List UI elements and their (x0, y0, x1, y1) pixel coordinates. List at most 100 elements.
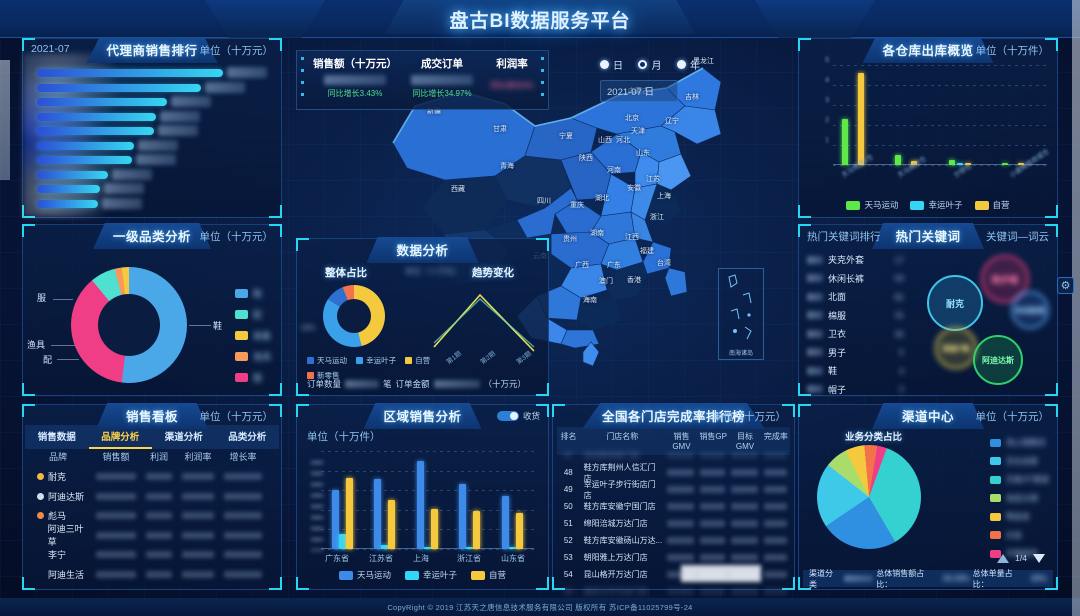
table-row[interactable]: 阿迪三叶草 (25, 524, 279, 547)
date-input[interactable]: 2021-07 日 (600, 80, 678, 102)
table-row[interactable]: 阿迪生活 (25, 565, 279, 584)
region-gridline (321, 451, 534, 452)
region-gridline (321, 529, 534, 531)
keyword-name: 鞋 (828, 366, 838, 376)
board-tab-销售数据[interactable]: 销售数据 (37, 432, 76, 443)
agent-bar-row (37, 183, 145, 194)
warehouse-axis (833, 164, 1047, 165)
category-legend-item[interactable]: 配 (235, 308, 271, 321)
channel-legend-item[interactable]: 文娱JIT渠道 (989, 474, 1049, 485)
store-metric-cell (761, 452, 790, 459)
channel-legend-item[interactable]: 淘宝分销 (989, 493, 1049, 504)
pager-down-icon[interactable] (1033, 553, 1045, 563)
prov-hainan: 海南 (583, 297, 597, 304)
store-metric-cell (697, 520, 727, 527)
table-row[interactable]: 53 朝阳雅上万达门店 (557, 549, 790, 566)
board-value-cell (141, 531, 177, 539)
keyword-row[interactable]: 棉服 31 (807, 309, 919, 322)
table-row[interactable]: 52 鞋方库安徽砀山万达... (557, 532, 790, 549)
channel-legend-item[interactable]: 抖音 (989, 530, 1049, 541)
table-row[interactable]: 47 苏州新世界门店 (557, 447, 790, 464)
category-legend-item[interactable]: 装备 (235, 329, 271, 342)
store-metric-cell (697, 588, 727, 595)
radio-year[interactable]: 年 (676, 57, 700, 72)
store-rank-cell: 54 (563, 570, 573, 579)
keyword-row[interactable]: 北面 81 (807, 290, 919, 303)
radio-day[interactable]: 日 (600, 57, 623, 72)
category-legend-item[interactable]: 鞋 (235, 287, 271, 300)
channel-legend-item[interactable]: 海上旗舰店 (989, 437, 1049, 448)
keyword-rank-badge (807, 311, 823, 319)
store-column-header: 销售GMV (672, 432, 691, 451)
table-row[interactable]: 49 幸运叶子步行街店门店 (557, 480, 790, 500)
kpi-summary-card: 销售额（十万元） 同比增长3.43% 成交订单 同比增长34.97% 利润率 同… (296, 50, 549, 110)
keyword-count: 4 (899, 365, 904, 376)
table-row[interactable]: 耐克 (25, 467, 279, 486)
channel-legend-item[interactable]: 京东自营 (989, 456, 1049, 467)
table-row[interactable]: 55 南京江宁万达门店 (557, 583, 790, 600)
category-legend-item[interactable]: 服 (235, 371, 271, 384)
category-legend-label: 服 (253, 373, 263, 383)
table-row[interactable]: 51 绵阳涪城万达门店 (557, 515, 790, 532)
channel-pager[interactable]: 1/4 (997, 553, 1045, 563)
store-column-header: 销售GP (699, 432, 727, 441)
donut-pct-label: 28% (301, 325, 316, 332)
board-value-cell (219, 492, 267, 500)
table-row[interactable]: 48 鞋方库荆州人信汇门店 (557, 463, 790, 483)
store-column-header: 排名 (560, 432, 577, 441)
channel-legend-item[interactable]: 天猫超市 (989, 548, 1049, 559)
board-tab-品牌分析[interactable]: 品牌分析 (88, 425, 152, 449)
keyword-cloud-subtitle: 关键词—词云 (986, 231, 1049, 243)
prov-chongqing: 重庆 (570, 202, 584, 209)
radio-month[interactable]: 月 (638, 57, 661, 72)
keyword-row[interactable]: 帽子 2 (807, 383, 919, 396)
store-metric-cell (761, 537, 790, 544)
agent-bar (37, 156, 132, 164)
category-legend-item[interactable]: 渔具 (235, 350, 271, 363)
region-bar (374, 479, 382, 549)
store-metric-cell (697, 503, 727, 510)
prov-liaoning: 辽宁 (665, 118, 679, 125)
agent-bar (37, 112, 157, 121)
table-row[interactable]: 50 鞋方库安徽宁国门店 (557, 498, 790, 515)
board-tab-品类分析[interactable]: 品类分析 (228, 432, 267, 443)
agent-bar (37, 69, 223, 77)
region-toggle[interactable]: 收货 (496, 410, 540, 422)
warehouse-bar (857, 73, 864, 165)
agent-bar (37, 127, 155, 135)
table-row[interactable]: 李宁 (25, 545, 279, 564)
store-name-cell: 苏州新世界门店 (583, 451, 640, 460)
table-row[interactable]: 阿迪达斯 (25, 487, 279, 506)
prov-anhui: 安徽 (627, 185, 641, 192)
bubble-nike[interactable]: 耐克 (927, 275, 983, 331)
keyword-row[interactable]: 夹克外套 17 (807, 253, 919, 266)
agent-bar-value (111, 168, 152, 180)
keyword-row[interactable]: 男子 5 (807, 346, 919, 359)
keyword-count: 31 (894, 310, 904, 320)
left-scroll-rail[interactable] (0, 60, 10, 180)
board-tab-渠道分析[interactable]: 渠道分析 (164, 432, 203, 443)
keyword-rank-list[interactable]: 夹克外套 17 休闲长裤 04 北面 81 棉服 31 卫衣 35 男子 5 鞋 4 帽子 2 (807, 253, 919, 401)
bubble-casual-shoes[interactable]: 休闲板鞋 (1011, 291, 1049, 329)
right-scrollbar[interactable] (1072, 0, 1080, 616)
category-legend: 鞋配装备渔具服 (235, 287, 271, 392)
gear-icon[interactable]: ⚙ (1057, 277, 1074, 294)
region-gridline (321, 490, 534, 492)
store-name-cell: 朝阳雅上万达门店 (583, 553, 648, 562)
keyword-word-cloud[interactable]: 耐克 跑步鞋 休闲板鞋 短袖T恤 阿迪达斯 (925, 251, 1053, 391)
bubble-adidas[interactable]: 阿迪达斯 (973, 335, 1023, 385)
south-sea-inset-label: 南海诸岛 (728, 351, 753, 357)
bubble-tshirt[interactable]: 短袖T恤 (935, 327, 977, 369)
channel-legend-item[interactable]: 唯品会 (989, 511, 1049, 522)
table-row[interactable]: 彪马 (25, 506, 279, 525)
warehouse-gridline (833, 85, 1047, 86)
keyword-row[interactable]: 卫衣 35 (807, 327, 919, 340)
store-table-header: 排名 门店名称 销售GMV 销售GP 目标GMV 完成率 (557, 427, 790, 455)
store-metric-cell (664, 554, 698, 561)
keyword-row[interactable]: 休闲长裤 04 (807, 272, 919, 285)
pager-up-icon[interactable] (997, 553, 1010, 563)
board-value-cell (141, 473, 177, 480)
region-legend: 天马运动 幸运叶子 自营 (297, 569, 548, 581)
